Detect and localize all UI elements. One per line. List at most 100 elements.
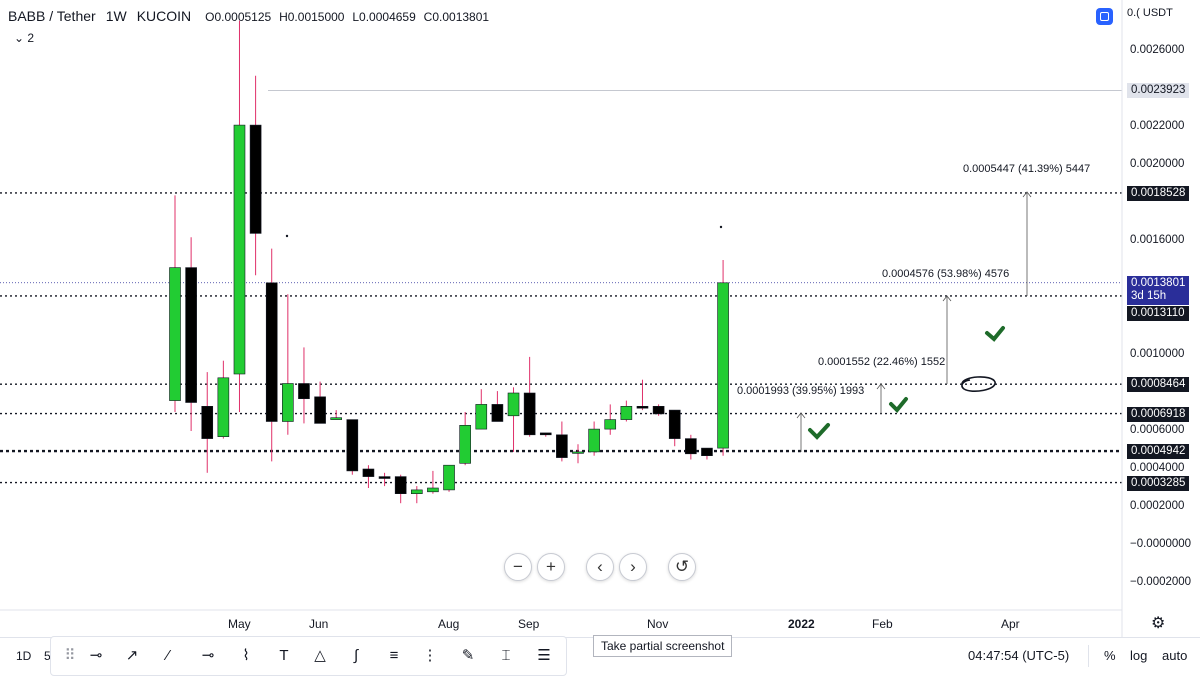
candle-body-up <box>459 424 471 464</box>
candle <box>233 20 246 412</box>
checkmark-icon <box>808 423 830 440</box>
measure-label: 0.0004576 (53.98%) 4576 <box>882 268 1010 280</box>
open-value: O0.0005125 <box>205 10 272 24</box>
candle <box>459 412 471 466</box>
candle <box>588 421 600 456</box>
price-label-level-2: 0.0013110 <box>1127 306 1189 321</box>
candle <box>604 404 617 435</box>
reset-chart-button[interactable]: ↺ <box>668 553 696 581</box>
horizontal-ray-icon[interactable]: ⊸ <box>89 647 103 664</box>
candle-body-up <box>475 404 488 430</box>
close-value: C0.0013801 <box>423 10 490 24</box>
candle-body-up <box>282 383 294 422</box>
candle <box>556 421 568 462</box>
price-tick: 0.0022000 <box>1130 120 1185 132</box>
candle <box>249 75 262 276</box>
time-tick: Nov <box>647 617 669 631</box>
candle <box>169 195 181 412</box>
time-tick: 2022 <box>788 617 815 631</box>
measure-arrow-head <box>1022 191 1032 198</box>
price-chart[interactable] <box>0 0 1200 637</box>
arrow-tool-icon[interactable]: ↗ <box>125 647 139 664</box>
measure-icon[interactable]: ⌶ <box>501 647 511 664</box>
price-label-level-5: 0.0004942 <box>1127 444 1190 459</box>
parallel-channel-icon[interactable]: ≡ <box>389 647 399 664</box>
candle-body-up <box>717 282 729 449</box>
candle <box>282 294 294 435</box>
currency-toggle-icon[interactable] <box>1096 8 1113 25</box>
candle-body-up <box>410 489 423 494</box>
zoom-in-button[interactable]: + <box>537 553 565 581</box>
clock[interactable]: 04:47:54 (UTC-5) <box>968 648 1070 663</box>
candle-body-up <box>620 405 633 420</box>
measure-arrow-head <box>942 295 952 302</box>
timeframe-1d[interactable]: 1D <box>16 649 32 663</box>
triangle-pattern-icon[interactable]: △ <box>314 647 326 664</box>
curve-icon[interactable]: ∫ <box>353 647 359 664</box>
horizontal-line-icon[interactable]: ⊸ <box>201 647 215 664</box>
zoom-out-button[interactable]: − <box>504 553 532 581</box>
candle-body-down <box>185 267 197 403</box>
time-tick: May <box>228 617 251 631</box>
candle <box>491 391 504 422</box>
candle-body-down <box>378 476 391 479</box>
horizontal-levels <box>0 89 1122 484</box>
indicators-toggle[interactable]: ⌄ 2 <box>14 31 34 45</box>
candle <box>652 404 665 416</box>
time-tick: Aug <box>438 617 460 631</box>
candle <box>217 360 230 439</box>
candle-body-down <box>539 432 552 436</box>
scroll-right-button[interactable]: › <box>619 553 647 581</box>
candle <box>362 465 375 488</box>
candle-body-down <box>668 409 681 439</box>
text-tool-icon[interactable]: T <box>279 647 289 664</box>
candle <box>685 434 697 460</box>
price-tick: 0.0010000 <box>1130 348 1185 360</box>
brush-icon[interactable]: ✎ <box>461 647 475 664</box>
candle-body-up <box>217 377 230 437</box>
time-tick: Jun <box>309 617 329 631</box>
candle-body-down <box>265 282 278 422</box>
price-tick: 0.0016000 <box>1130 234 1185 246</box>
price-label-level-4: 0.0006918 <box>1127 407 1190 422</box>
candle <box>314 381 326 424</box>
candle <box>443 464 455 492</box>
price-range-icon[interactable]: ⋮ <box>422 647 438 664</box>
time-tick: Sep <box>518 617 540 631</box>
low-value: L0.0004659 <box>352 10 416 24</box>
interval-label[interactable]: 1W <box>105 8 127 24</box>
percent-scale-button[interactable]: % <box>1104 648 1116 663</box>
symbol-name[interactable]: BABB / Tether <box>8 8 96 24</box>
candle-body-down <box>314 396 326 424</box>
candle <box>346 419 359 475</box>
trend-line-icon[interactable]: ⁄ <box>166 647 170 664</box>
price-tick: 0.0006000 <box>1130 424 1185 436</box>
candle-body-down <box>491 404 504 422</box>
price-tick: −0.0002000 <box>1130 576 1192 588</box>
candle-body-down <box>556 434 568 458</box>
price-label-level-1: 0.0018528 <box>1127 186 1190 201</box>
drawing-toolbar: ⠿ ⊸ ↗ ⁄ ⊸ ⌇ T △ ∫ ≡ ⋮ ✎ ⌶ ☰ <box>50 636 567 676</box>
screenshot-tooltip: Take partial screenshot <box>593 635 733 657</box>
gear-icon[interactable]: ⚙ <box>1151 615 1166 632</box>
price-tick: 0.0004000 <box>1130 462 1185 474</box>
currency-label[interactable]: 0.( USDT <box>1127 7 1173 19</box>
timeframe-5[interactable]: 5 <box>44 649 51 663</box>
menu-icon[interactable]: ☰ <box>537 647 551 664</box>
candle <box>636 379 649 411</box>
candle-body-down <box>201 405 214 439</box>
candle-body-down <box>685 438 697 455</box>
candle <box>523 356 536 437</box>
auto-scale-button[interactable]: auto <box>1162 648 1188 663</box>
candle <box>539 432 552 437</box>
candle-body-down <box>362 468 375 477</box>
log-scale-button[interactable]: log <box>1130 648 1148 663</box>
candle <box>668 409 681 447</box>
candle <box>378 472 391 487</box>
scroll-left-button[interactable]: ‹ <box>586 553 614 581</box>
path-icon[interactable]: ⌇ <box>242 647 250 664</box>
price-label-hline: 0.0023923 <box>1127 83 1190 98</box>
candle <box>475 389 488 430</box>
drag-handle-icon[interactable]: ⠿ <box>64 647 76 664</box>
divider <box>1088 645 1089 667</box>
